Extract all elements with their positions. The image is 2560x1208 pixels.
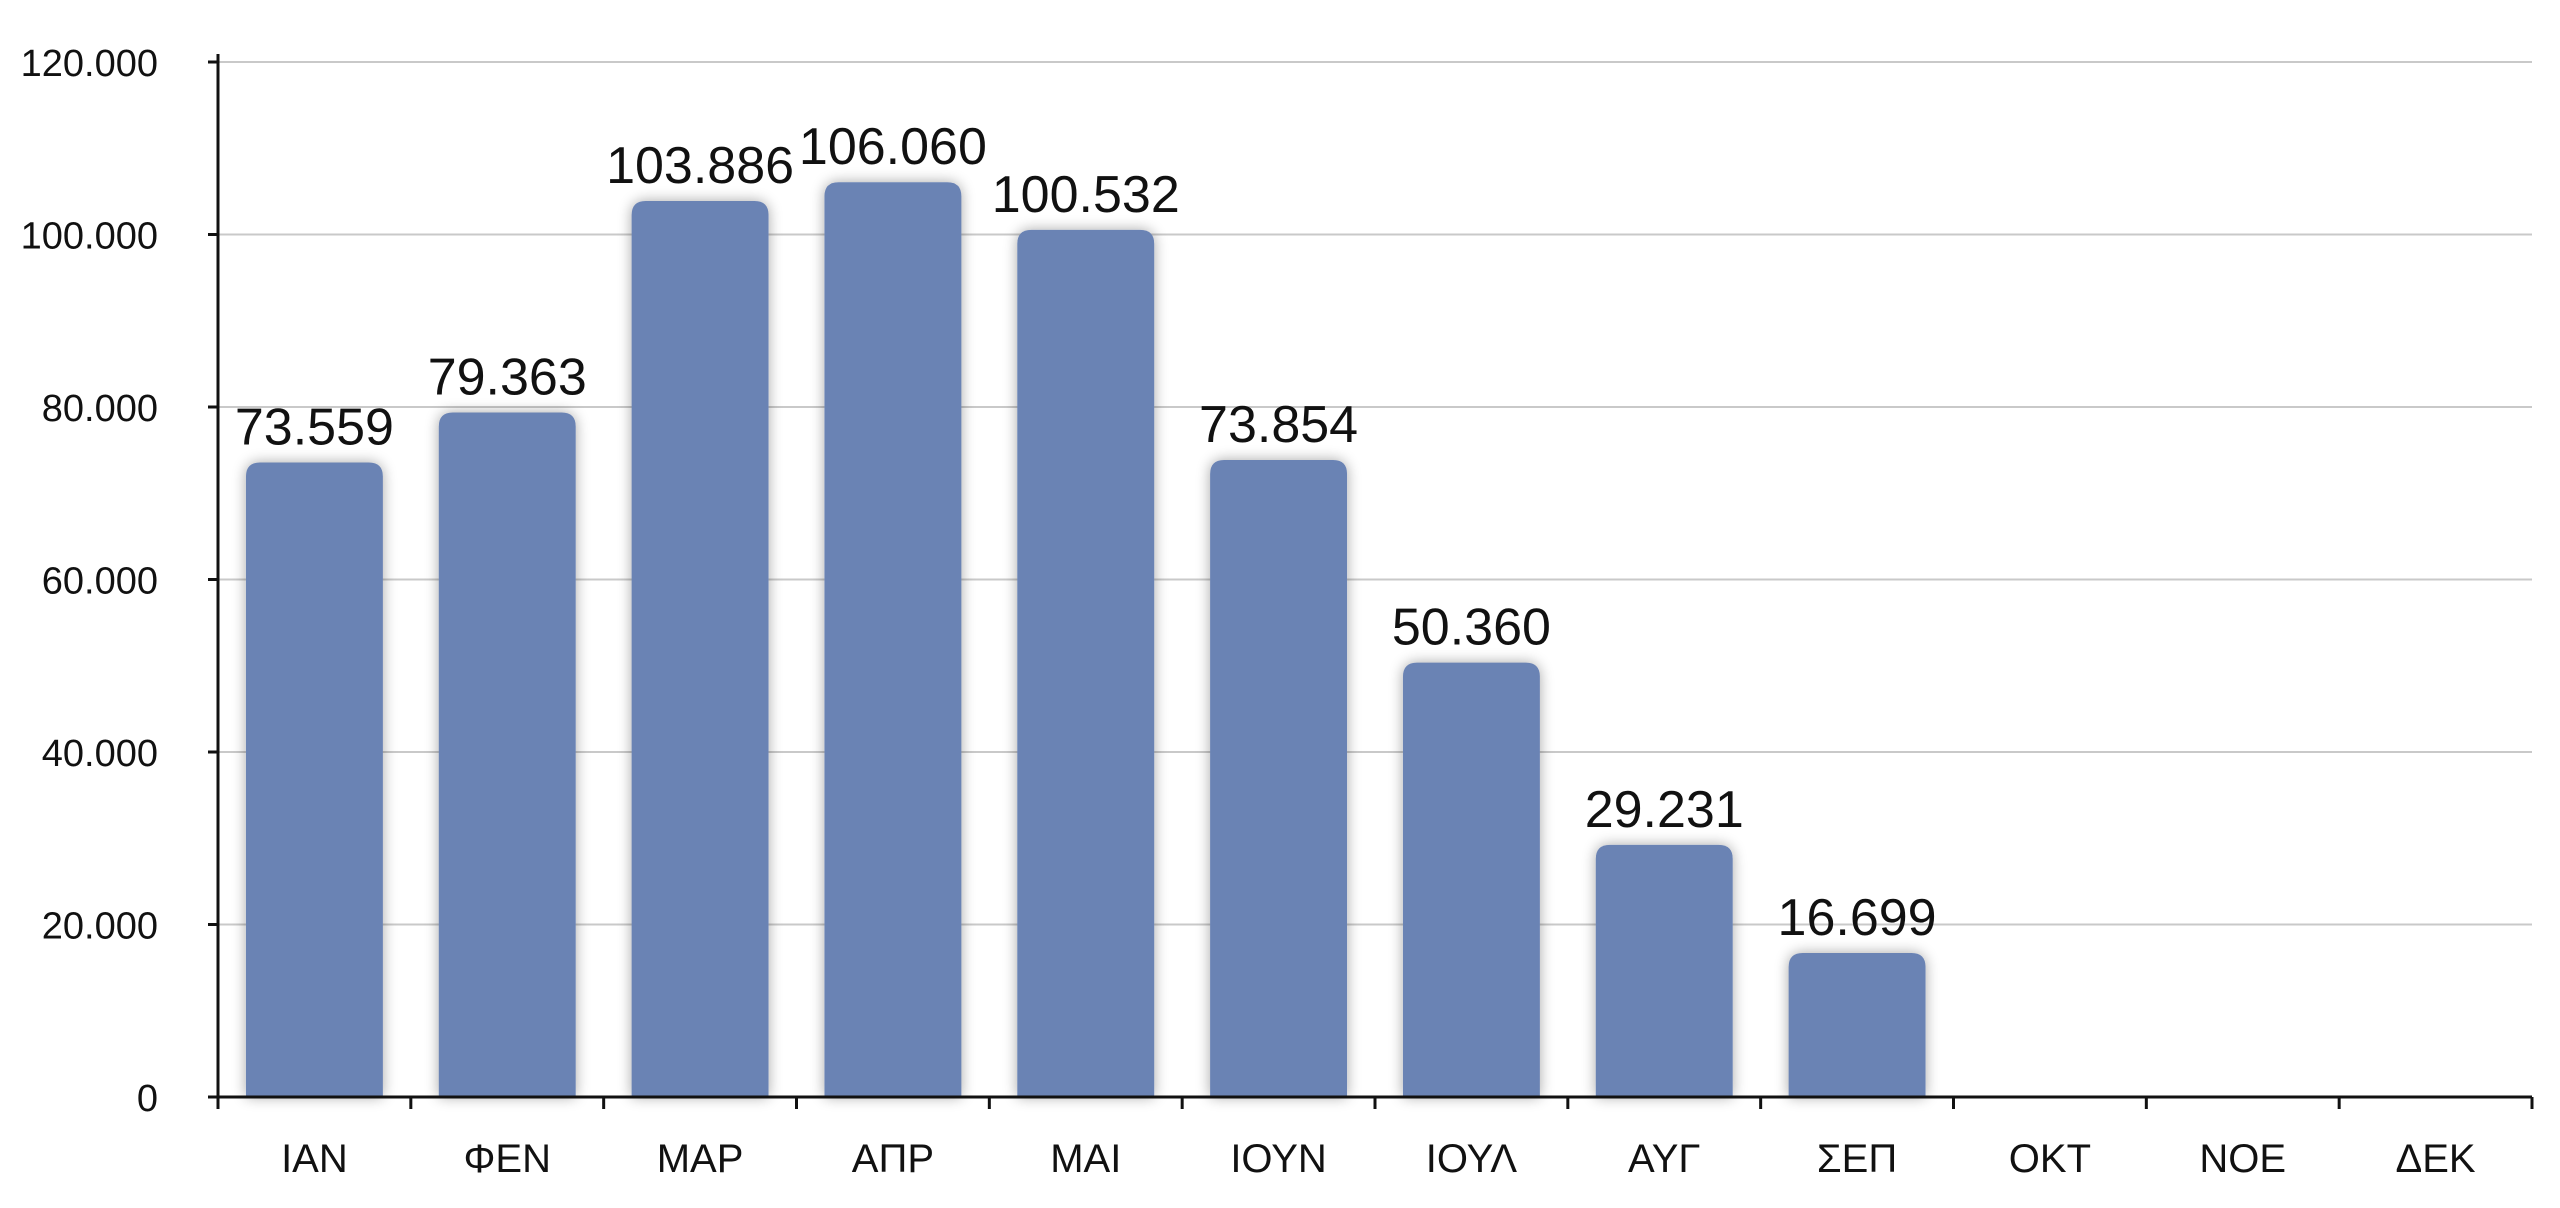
x-tick-label: ΔΕΚ bbox=[2396, 1137, 2476, 1181]
labels: 0 20.000 40.000 60.000 80.000 100.000 120.000 7… bbox=[21, 43, 2476, 1181]
x-tick-label: ΑΠΡ bbox=[852, 1137, 934, 1181]
y-tick-label: 20.000 bbox=[42, 906, 158, 948]
data-label: 73.854 bbox=[1199, 396, 1358, 454]
bar-ΙΟΥΛ bbox=[1402, 662, 1540, 1097]
data-label: 100.532 bbox=[992, 166, 1180, 224]
y-tick-label: 40.000 bbox=[42, 733, 158, 775]
gridlines bbox=[218, 61, 2532, 926]
axes bbox=[208, 54, 2534, 1109]
bar-ΣΕΠ bbox=[1788, 952, 1926, 1097]
y-tick-label: 100.000 bbox=[21, 216, 158, 258]
data-label: 29.231 bbox=[1585, 781, 1744, 839]
data-label: 79.363 bbox=[428, 348, 587, 406]
bar-ΑΥΓ bbox=[1595, 844, 1733, 1097]
bar-ΙΑΝ bbox=[245, 462, 383, 1098]
y-tick-label: 60.000 bbox=[42, 561, 158, 603]
y-tick-label: 0 bbox=[137, 1078, 158, 1120]
x-tick-label: ΙΟΥΛ bbox=[1426, 1137, 1518, 1181]
x-tick-label: ΝΟΕ bbox=[2199, 1137, 2286, 1181]
bar-ΙΟΥΝ bbox=[1210, 460, 1348, 1097]
bars bbox=[245, 182, 1926, 1098]
bar-ΑΠΡ bbox=[824, 182, 962, 1098]
data-label: 106.060 bbox=[799, 118, 987, 176]
bar-ΜΑΡ bbox=[631, 200, 769, 1097]
x-tick-label: ΣΕΠ bbox=[1817, 1137, 1897, 1181]
y-tick-label: 120.000 bbox=[21, 43, 158, 85]
x-tick-label: ΙΑΝ bbox=[281, 1137, 348, 1181]
y-tick-label: 80.000 bbox=[42, 388, 158, 430]
bar-ΦΕΝ bbox=[438, 412, 576, 1097]
x-tick-label: ΦΕΝ bbox=[464, 1137, 551, 1181]
bar-ΜΑΙ bbox=[1017, 229, 1155, 1097]
data-label: 73.559 bbox=[235, 399, 394, 457]
x-tick-label: ΜΑΙ bbox=[1050, 1137, 1121, 1181]
x-tick-label: ΙΟΥΝ bbox=[1230, 1137, 1327, 1181]
data-label: 103.886 bbox=[606, 137, 794, 195]
x-tick-label: ΑΥΓ bbox=[1628, 1137, 1700, 1181]
data-label: 50.360 bbox=[1392, 599, 1551, 657]
data-label: 16.699 bbox=[1778, 889, 1937, 947]
x-tick-label: ΜΑΡ bbox=[657, 1137, 744, 1181]
x-tick-label: ΟΚΤ bbox=[2009, 1137, 2091, 1181]
